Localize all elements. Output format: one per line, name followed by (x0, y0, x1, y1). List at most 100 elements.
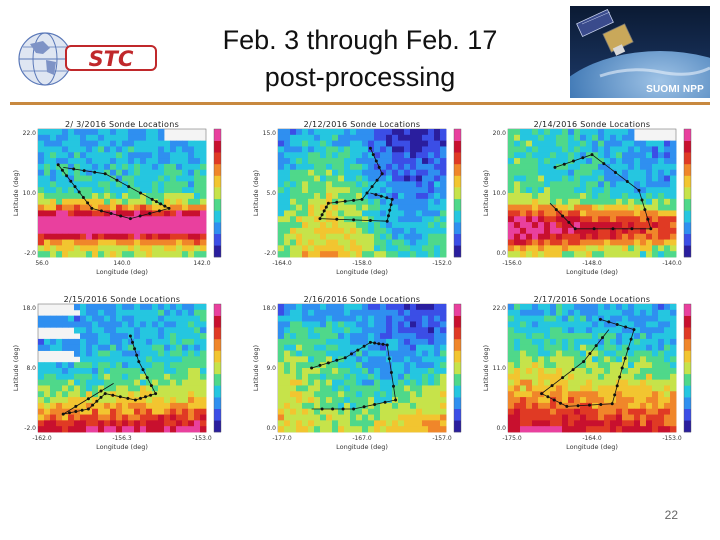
colorbar-segment (684, 385, 691, 398)
sonde-point (128, 217, 132, 221)
panel-title: 2/ 3/2016 Sonde Locations (65, 120, 179, 129)
sonde-point (618, 375, 622, 379)
x-tick-label: -167.0 (352, 435, 372, 442)
sonde-point (588, 403, 591, 407)
slide-title-line-1: Feb. 3 through Feb. 17 (222, 25, 498, 55)
sonde-point (613, 393, 617, 397)
y-axis-label: Latitude (deg) (482, 170, 490, 216)
x-axis-label: Longitude (deg) (566, 268, 618, 276)
sonde-point (389, 203, 393, 207)
colorbar-segment (684, 397, 691, 409)
sonde-point (629, 337, 633, 341)
sonde-point (356, 348, 360, 352)
colorbar-segment (214, 222, 221, 234)
sonde-point (335, 358, 339, 362)
sonde-map-panel-4: 2/15/2016 Sonde Locations 18.0 8.0 -2.0 -162… (10, 292, 240, 460)
sonde-point (374, 159, 378, 163)
colorbar-segment (454, 233, 461, 246)
colorbar-segment (214, 210, 221, 223)
sonde-point (352, 198, 356, 202)
sonde-point (623, 356, 627, 360)
sonde-point (341, 407, 345, 411)
panel-title: 2/12/2016 Sonde Locations (304, 120, 421, 129)
sonde-point (625, 180, 629, 183)
colorbar-segment (214, 420, 221, 433)
sonde-point (72, 167, 76, 171)
sonde-point (553, 165, 557, 169)
colorbar-segment (684, 175, 691, 188)
sonde-point (377, 342, 381, 346)
sonde-point (99, 209, 103, 213)
sonde-point (610, 402, 614, 406)
sonde-point (373, 341, 377, 345)
sonde-point (350, 352, 353, 356)
sonde-point (561, 376, 565, 380)
sonde-point (646, 217, 650, 221)
sonde-point (380, 172, 384, 176)
sonde-point (154, 200, 158, 204)
colorbar-segment (214, 362, 221, 375)
sonde-point (352, 407, 356, 411)
satellite-icon (576, 8, 634, 56)
sonde-point (624, 325, 628, 329)
colorbar-segment (684, 152, 691, 165)
colorbar-segment (454, 327, 461, 340)
sonde-point (626, 347, 630, 351)
sonde-point (588, 352, 592, 356)
sonde-point (343, 356, 347, 360)
colorbar-segment (214, 350, 221, 363)
title-divider (10, 102, 710, 105)
colorbar-segment (214, 315, 221, 328)
colorbar-segment (214, 175, 221, 188)
x-tick-label: 140.0 (113, 260, 130, 267)
sonde-point (370, 185, 374, 189)
sonde-point (630, 227, 634, 231)
y-tick-label: 11.0 (493, 365, 507, 372)
colorbar-segment (214, 338, 221, 351)
sonde-point (387, 214, 390, 218)
colorbar-segment (684, 373, 691, 386)
colorbar-segment (684, 129, 691, 141)
sonde-point (82, 169, 86, 173)
colorbar-segment (214, 385, 221, 398)
sonde-point (387, 357, 391, 361)
sonde-point (335, 200, 339, 204)
colorbar-segment (454, 362, 461, 375)
y-tick-label: 18.0 (263, 305, 277, 312)
sonde-point (74, 410, 78, 413)
sonde-point (77, 190, 81, 194)
sonde-point (335, 217, 339, 221)
colorbar-segment (684, 140, 691, 153)
x-axis-label: Longitude (deg) (96, 443, 148, 451)
y-tick-label: 22.0 (493, 305, 507, 312)
sonde-point (581, 156, 585, 160)
sonde-map: 2/15/2016 Sonde Locations 18.0 8.0 -2.0 -162… (10, 292, 240, 460)
sonde-point (99, 395, 103, 399)
colorbar-segment (454, 315, 461, 328)
sonde-point (103, 392, 107, 396)
sonde-point (394, 398, 398, 402)
sonde-point (572, 159, 575, 163)
colorbar-segment (214, 327, 221, 340)
sonde-point (599, 403, 603, 406)
colorbar-segment (214, 397, 221, 409)
sonde-point (133, 398, 137, 402)
panel-title: 2/16/2016 Sonde Locations (304, 295, 421, 304)
sonde-map: 2/12/2016 Sonde Locations 15.0 5.0 -2.0 -164… (250, 117, 480, 285)
y-axis-label: Latitude (deg) (252, 170, 260, 216)
sonde-point (144, 395, 147, 399)
sonde-map-panel-1: 2/ 3/2016 Sonde Locations 22.0 10.0 -2.0 56.… (10, 117, 240, 285)
colorbar-segment (454, 304, 461, 316)
colorbar-segment (684, 210, 691, 223)
sonde-point (115, 178, 119, 182)
sonde-point (571, 368, 575, 372)
y-tick-label: 0.0 (496, 250, 506, 257)
sonde-point (86, 397, 90, 401)
sonde-point (137, 360, 141, 364)
colorbar-segment (454, 385, 461, 398)
sonde-point (375, 178, 379, 182)
sonde-map: 2/ 3/2016 Sonde Locations 22.0 10.0 -2.0 56.… (10, 117, 240, 285)
sonde-point (324, 205, 328, 209)
x-tick-label: 142.0 (193, 260, 210, 267)
satellite-image: SUOMI NPP (570, 6, 710, 98)
